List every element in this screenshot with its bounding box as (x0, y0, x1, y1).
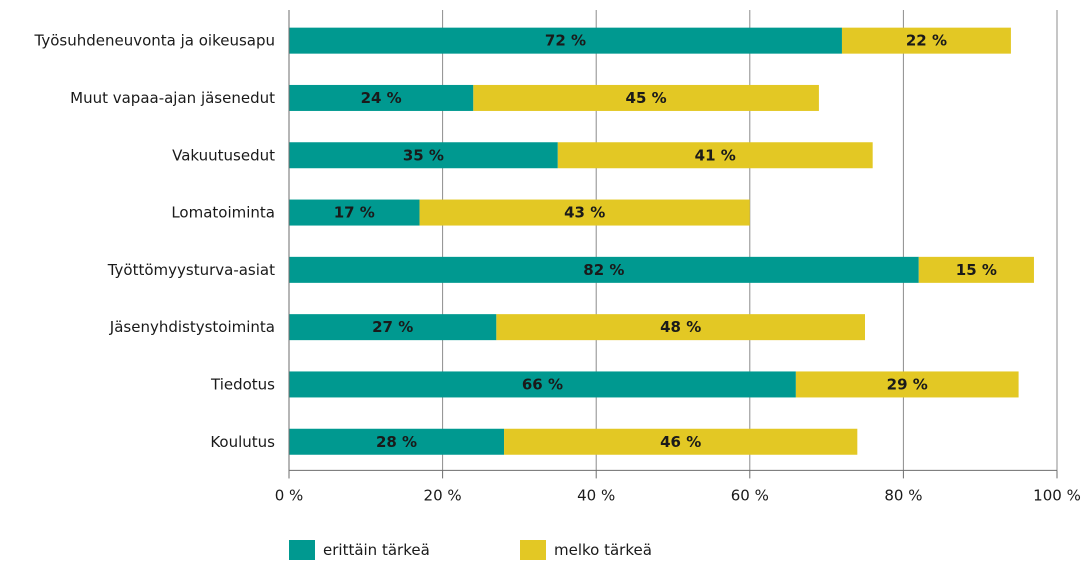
bar-s1-r1 (473, 84, 819, 111)
data-label-s0-r0: 72 % (545, 32, 586, 50)
bar-s1-r2 (557, 142, 873, 169)
category-label-5: Jäsenyhdistystoiminta (109, 318, 275, 336)
bar-s1-r6 (795, 371, 1019, 398)
bar-s0-r2 (289, 142, 558, 169)
category-label-2: Vakuutusedut (172, 146, 275, 164)
data-label-s0-r1: 24 % (361, 89, 402, 107)
category-label-1: Muut vapaa-ajan jäsenedut (70, 89, 275, 107)
data-label-s0-r5: 27 % (372, 318, 413, 336)
data-label-s1-r1: 45 % (626, 89, 667, 107)
legend-label-0: erittäin tärkeä (323, 541, 430, 559)
legend-label-1: melko tärkeä (554, 541, 652, 559)
bar-s0-r0 (289, 27, 842, 54)
bar-s0-r6 (289, 371, 796, 398)
legend: erittäin tärkeä melko tärkeä (289, 540, 652, 560)
category-label-7: Koulutus (210, 433, 275, 451)
x-tick-label-3: 60 % (731, 486, 769, 504)
x-tick-label-1: 20 % (424, 486, 462, 504)
bar-s1-r3 (419, 199, 750, 226)
data-label-s1-r2: 41 % (695, 146, 736, 164)
category-label-0: Työsuhdeneuvonta ja oikeusapu (34, 32, 276, 50)
data-label-s0-r4: 82 % (583, 261, 624, 279)
data-label-s1-r3: 43 % (564, 204, 605, 222)
data-label-s1-r5: 48 % (660, 318, 701, 336)
bars: 72 % 22 % 24 % 45 % 35 % 41 % 17 % 43 % 82 % 15 %… (289, 27, 1034, 455)
category-label-6: Tiedotus (210, 375, 275, 393)
legend-swatch-1 (520, 540, 546, 560)
category-labels: Työsuhdeneuvonta ja oikeusapu Muut vapaa-… (34, 32, 276, 451)
legend-swatch-0 (289, 540, 315, 560)
data-label-s0-r6: 66 % (522, 375, 563, 393)
category-label-3: Lomatoiminta (171, 204, 275, 222)
data-label-s1-r7: 46 % (660, 433, 701, 451)
bar-s1-r0 (841, 27, 1011, 54)
bar-s0-r3 (289, 199, 420, 226)
category-label-4: Työttömyysturva-asiat (107, 261, 275, 279)
bar-s1-r5 (496, 314, 865, 341)
data-label-s0-r7: 28 % (376, 433, 417, 451)
bar-s0-r4 (289, 256, 919, 283)
x-tick-label-5: 100 % (1033, 486, 1081, 504)
bar-s0-r5 (289, 314, 497, 341)
data-label-s1-r4: 15 % (956, 261, 997, 279)
bar-s0-r7 (289, 428, 505, 455)
data-label-s1-r0: 22 % (906, 32, 947, 50)
data-label-s0-r2: 35 % (403, 146, 444, 164)
x-axis: 0 % 20 % 40 % 60 % 80 % 100 % (275, 10, 1081, 504)
bar-s1-r4 (918, 256, 1034, 283)
x-tick-label-4: 80 % (884, 486, 922, 504)
x-tick-label-0: 0 % (275, 486, 304, 504)
bar-s1-r7 (504, 428, 858, 455)
data-label-s1-r6: 29 % (887, 375, 928, 393)
bar-s0-r1 (289, 84, 474, 111)
gridlines (442, 10, 1058, 471)
data-label-s0-r3: 17 % (334, 204, 375, 222)
x-tick-label-2: 40 % (577, 486, 615, 504)
